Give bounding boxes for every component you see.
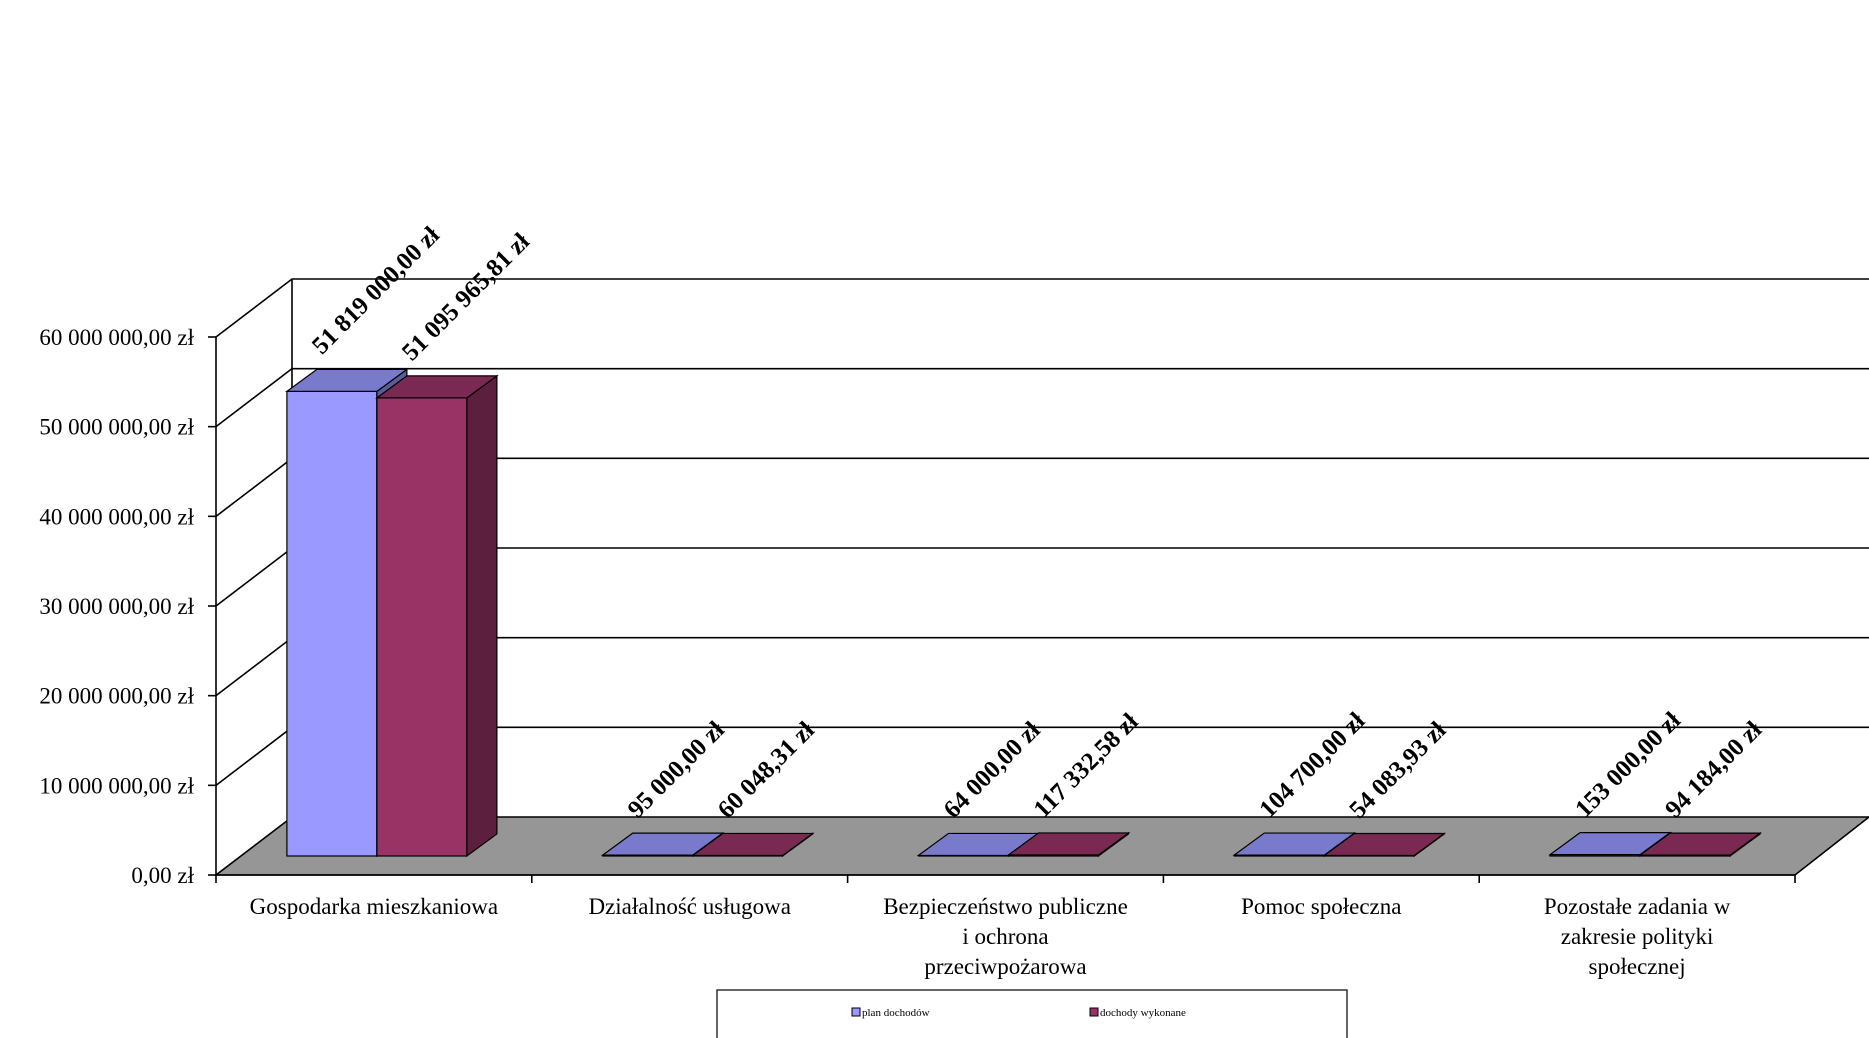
x-tick-label: Pozostałe zadania w zakresie polityki społ… — [1544, 894, 1731, 979]
y-tick-label: 50 000 000,00 zł — [39, 415, 194, 440]
y-tick-label: 30 000 000,00 zł — [39, 594, 194, 619]
bar-top-face — [1322, 832, 1447, 857]
bar — [1322, 832, 1447, 858]
bar-side-face — [466, 374, 498, 858]
bar-top-face — [690, 832, 815, 857]
bar-top-face — [285, 368, 409, 392]
y-tick-label: 10 000 000,00 zł — [39, 773, 194, 798]
bar-top-face — [1638, 832, 1762, 856]
legend-swatch — [851, 1007, 861, 1017]
data-label: 95 000,00 zł — [623, 716, 730, 823]
bar-front-face — [376, 397, 468, 857]
x-tick-label: Pomoc społeczna — [1241, 894, 1401, 919]
bar — [690, 832, 815, 858]
y-tick-label: 20 000 000,00 zł — [39, 684, 194, 709]
bar — [1638, 831, 1762, 858]
data-label: 60 048,31 zł — [713, 717, 820, 824]
data-label: 64 000,00 zł — [939, 717, 1046, 824]
x-tick-label: Gospodarka mieszkaniowa — [250, 894, 498, 919]
y-tick-labels: 0,00 zł 10 000 000,00 zł 20 000 000,00 zł 3… — [39, 325, 194, 888]
bar — [1006, 831, 1131, 858]
legend-label: plan dochodów — [862, 1007, 930, 1019]
bar-top-face — [1006, 832, 1131, 856]
data-label: 117 332,58 zł — [1029, 708, 1144, 823]
legend-box — [716, 989, 1348, 1038]
x-tick-labels: Gospodarka mieszkaniowa Działalność usług… — [250, 894, 1731, 979]
y-tick-label: 60 000 000,00 zł — [39, 325, 194, 350]
y-tick-label: 40 000 000,00 zł — [39, 504, 194, 529]
legend-swatch — [1089, 1007, 1099, 1017]
y-tick-label: 0,00 zł — [131, 863, 194, 888]
x-tick-label: Bezpieczeństwo publiczne i ochrona przeciw… — [883, 894, 1128, 979]
legend-label: dochody wykonane — [1100, 1007, 1186, 1019]
bar-front-face — [286, 390, 378, 857]
bars — [285, 368, 1762, 858]
legend: plan dochodów dochody wykonane — [716, 989, 1348, 1038]
x-tick-label: Działalność usługowa — [588, 894, 790, 919]
bar-top-face — [375, 375, 499, 399]
bar — [375, 374, 499, 858]
